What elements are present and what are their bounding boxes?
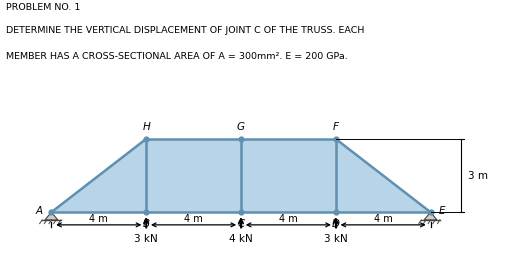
Polygon shape [424,212,437,220]
Text: 3 kN: 3 kN [324,234,347,244]
Polygon shape [45,212,58,220]
Polygon shape [51,139,146,212]
Text: 3 m: 3 m [468,170,488,181]
Text: 4 m: 4 m [279,214,298,224]
Text: B: B [143,219,150,229]
Polygon shape [241,139,336,212]
Polygon shape [336,139,430,212]
Text: E: E [439,206,445,216]
Text: 4 m: 4 m [89,214,108,224]
Text: G: G [237,122,245,132]
Text: PROBLEM NO. 1: PROBLEM NO. 1 [6,3,81,11]
Text: MEMBER HAS A CROSS-SECTIONAL AREA OF A = 300mm². E = 200 GPa.: MEMBER HAS A CROSS-SECTIONAL AREA OF A =… [6,52,348,61]
Text: H: H [142,122,150,132]
Text: F: F [333,122,339,132]
Text: C: C [237,219,244,229]
Text: D: D [332,219,340,229]
Text: 4 m: 4 m [374,214,392,224]
Text: 4 kN: 4 kN [229,234,253,244]
Text: 4 m: 4 m [184,214,203,224]
Polygon shape [146,139,241,212]
Text: A: A [36,206,43,216]
Text: 3 kN: 3 kN [134,234,158,244]
Text: DETERMINE THE VERTICAL DISPLACEMENT OF JOINT C OF THE TRUSS. EACH: DETERMINE THE VERTICAL DISPLACEMENT OF J… [6,26,365,35]
